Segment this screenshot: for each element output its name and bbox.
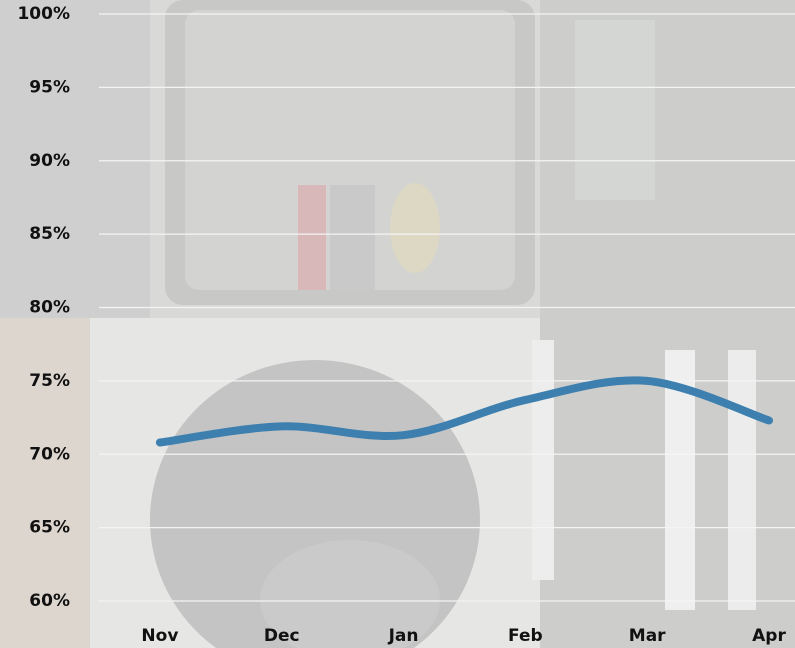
background-photo bbox=[0, 0, 795, 648]
x-tick-label: Mar bbox=[629, 626, 666, 646]
y-tick-label: 90% bbox=[29, 151, 70, 171]
y-tick-label: 65% bbox=[29, 518, 70, 538]
y-tick-label: 80% bbox=[29, 298, 70, 318]
y-tick-label: 75% bbox=[29, 371, 70, 391]
y-tick-label: 95% bbox=[29, 77, 70, 97]
chart: 60% 65% 70% 75% 80% 85% 90% 95% 100% Nov Dec Jan Feb… bbox=[0, 0, 795, 648]
y-tick-label: 100% bbox=[17, 4, 70, 24]
y-tick-label: 85% bbox=[29, 224, 70, 244]
x-tick-label: Dec bbox=[264, 626, 300, 646]
y-tick-label: 70% bbox=[29, 444, 70, 464]
x-tick-label: Nov bbox=[141, 626, 178, 646]
x-tick-label: Jan bbox=[388, 626, 419, 646]
y-tick-label: 60% bbox=[29, 591, 70, 611]
x-tick-label: Apr bbox=[752, 626, 786, 646]
x-tick-label: Feb bbox=[508, 626, 543, 646]
